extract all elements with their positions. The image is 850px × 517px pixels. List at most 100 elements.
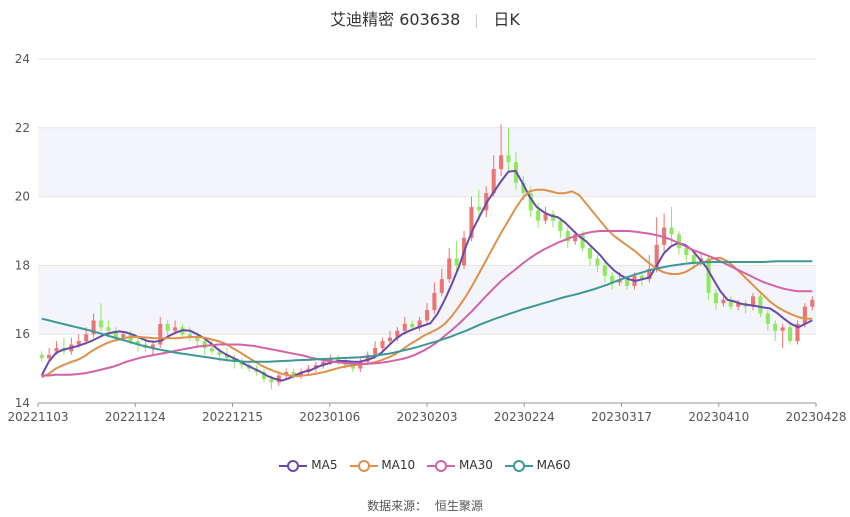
stock-name: 艾迪精密 603638: [330, 10, 461, 29]
candle-body: [550, 213, 555, 221]
candle-body: [424, 310, 430, 321]
legend-marker-icon: [349, 459, 378, 472]
line-ma60: [41, 260, 813, 363]
title-divider: [476, 13, 478, 28]
legend-item-ma10[interactable]: MA10: [349, 458, 416, 473]
candle-body: [802, 306, 807, 324]
legend-marker-icon: [504, 459, 533, 472]
candle-body: [691, 255, 696, 262]
legend: MA5 MA10 MA30 MA60: [0, 458, 850, 473]
candle-body: [84, 334, 89, 342]
candle-body: [150, 344, 155, 348]
candle-body: [39, 354, 44, 359]
candle-body: [676, 234, 681, 249]
line-ma10: [41, 188, 813, 379]
candle-body: [573, 234, 578, 242]
y-tick-label: 14: [15, 396, 30, 410]
candle-body: [395, 330, 400, 338]
candle-body: [91, 320, 96, 335]
candle-body: [76, 341, 81, 345]
legend-item-ma60[interactable]: MA60: [504, 458, 571, 473]
candle-body: [773, 323, 778, 331]
candle-body: [758, 296, 763, 314]
legend-item-ma5[interactable]: MA5: [279, 458, 338, 473]
candle-body: [721, 299, 726, 304]
candle-body: [158, 323, 163, 345]
x-tick-label: 20230106: [299, 410, 360, 424]
candle-body: [647, 268, 652, 280]
x-tick-label: 20230410: [688, 410, 749, 424]
period-label: 日K: [493, 10, 520, 29]
legend-label: MA60: [536, 458, 571, 472]
candle-body: [595, 258, 600, 266]
candle-body: [491, 169, 496, 194]
legend-item-ma30[interactable]: MA30: [427, 458, 493, 473]
candle-body: [750, 296, 756, 307]
candle-body: [669, 227, 674, 235]
candle-body: [795, 323, 800, 342]
candle-body: [499, 155, 504, 170]
candle-body: [765, 313, 770, 324]
candle-body: [261, 372, 267, 379]
candle-body: [410, 323, 415, 328]
candle-body: [365, 354, 370, 362]
source-name: 恒生聚源: [434, 499, 483, 513]
candle-body: [350, 365, 355, 369]
x-tick-label: 20230428: [785, 410, 846, 424]
candle-body: [54, 347, 59, 352]
chart-title: 艾迪精密 603638 日K: [0, 6, 850, 30]
legend-label: MA10: [381, 458, 416, 472]
candle-body: [662, 227, 667, 245]
candle-body: [402, 323, 407, 331]
candle-body: [788, 327, 793, 342]
candle-body: [625, 279, 630, 287]
candle-body: [113, 330, 118, 338]
candle-body: [565, 231, 570, 242]
candle-body: [528, 193, 533, 211]
grid-band: [38, 127, 816, 197]
candle-body: [121, 334, 126, 338]
source-label: 数据来源：: [367, 499, 428, 513]
y-tick-label: 18: [15, 258, 30, 272]
candle-body: [202, 341, 207, 348]
y-tick-label: 22: [15, 121, 30, 135]
y-tick-label: 16: [15, 327, 30, 341]
candle-body: [610, 275, 615, 283]
x-tick-label: 20230224: [494, 410, 555, 424]
candle-body: [187, 334, 192, 338]
candle-body: [447, 258, 452, 280]
candle-body: [536, 210, 541, 221]
candle-body: [580, 234, 585, 249]
kline-chart: 14 16 18 20 22 24 20221103 20221124 20221215 2023…: [7, 52, 846, 424]
candle-body: [713, 292, 719, 304]
candle-body: [684, 248, 689, 256]
candle-body: [380, 341, 385, 348]
candle-body: [810, 299, 815, 307]
x-tick-label: 20221124: [105, 410, 166, 424]
candle-body: [217, 351, 222, 355]
candle-body: [210, 347, 215, 352]
candle-body: [439, 279, 444, 293]
x-tick-label: 20230317: [591, 410, 652, 424]
candle-body: [269, 378, 274, 383]
y-tick-label: 20: [15, 190, 30, 204]
candle-body: [373, 347, 378, 355]
candle-body: [602, 265, 607, 276]
candle-body: [476, 206, 481, 211]
candle-body: [587, 248, 593, 259]
candle-body: [521, 182, 526, 194]
legend-marker-icon: [279, 459, 308, 472]
candle-body: [654, 244, 659, 269]
candle-body: [165, 323, 170, 331]
x-tick-label: 20230203: [396, 410, 457, 424]
data-source: 数据来源： 恒生聚源: [0, 497, 850, 514]
candle-body: [469, 206, 474, 238]
candle-body: [728, 299, 733, 307]
legend-marker-icon: [427, 459, 456, 472]
candle-body: [224, 354, 229, 359]
candle-body: [106, 327, 111, 331]
candle-body: [291, 372, 296, 376]
legend-label: MA5: [311, 458, 338, 472]
candle-body: [135, 341, 141, 345]
